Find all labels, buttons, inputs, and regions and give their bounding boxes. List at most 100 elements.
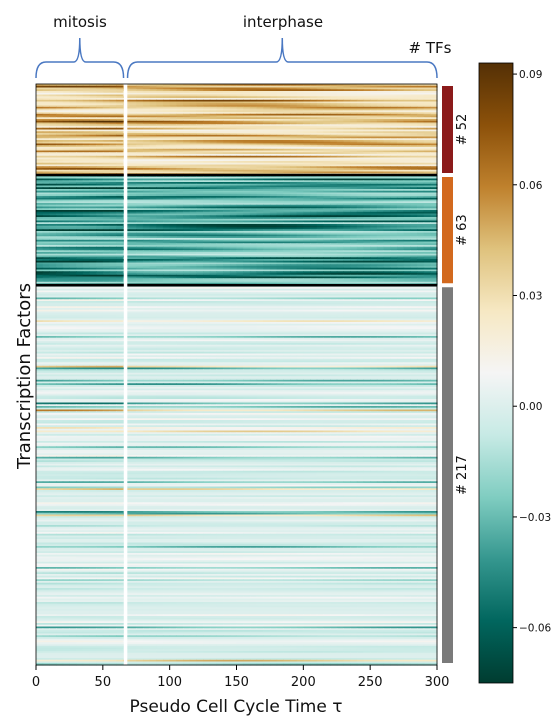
heatmap-cell [216, 99, 224, 103]
heatmap-cell [69, 96, 77, 99]
heatmap-cell [336, 113, 345, 117]
heatmap-cell [196, 87, 204, 90]
heatmap-cell [82, 108, 91, 111]
heatmap-cell [183, 120, 191, 124]
heatmap-cell [62, 112, 71, 115]
heatmap-cell [269, 113, 278, 117]
heatmap-cell [336, 115, 345, 118]
heatmap-cell [276, 103, 284, 106]
heatmap-cell [162, 106, 171, 110]
heatmap-cell [310, 98, 318, 101]
heatmap-cell [330, 115, 338, 118]
heatmap-cell [383, 94, 391, 97]
heatmap-cell [356, 87, 365, 90]
heatmap-cell [283, 99, 291, 103]
heatmap-cell [403, 105, 411, 108]
heatmap-cell [82, 119, 91, 122]
heatmap-cell [356, 105, 365, 108]
heatmap-cell [423, 99, 431, 103]
heatmap-cell [229, 110, 238, 113]
heatmap-cell [176, 98, 184, 101]
heatmap-cell [89, 87, 97, 90]
heatmap-cell [109, 94, 117, 97]
heatmap-cell [376, 113, 385, 117]
heatmap-cell [62, 99, 71, 103]
heatmap-cell [223, 122, 231, 125]
heatmap-cell [390, 117, 398, 120]
heatmap-cell [176, 105, 184, 108]
heatmap-cell [82, 94, 91, 97]
heatmap-cell [49, 92, 57, 96]
heatmap-cell [376, 108, 385, 111]
heatmap-cell [156, 120, 164, 124]
heatmap-cell [350, 98, 358, 101]
heatmap-cell [216, 126, 224, 129]
heatmap-cell [82, 120, 91, 124]
heatmap-cell [76, 87, 84, 90]
heatmap-cell [296, 126, 304, 129]
heatmap-cell [269, 84, 278, 87]
heatmap-cell [256, 106, 264, 110]
heatmap-cell [183, 87, 191, 90]
heatmap-cell [229, 85, 238, 89]
heatmap-cell [136, 113, 144, 117]
heatmap-cell [350, 105, 358, 108]
heatmap-cell [356, 122, 365, 125]
heatmap-cell [149, 103, 157, 106]
heatmap-cell [356, 103, 365, 106]
heatmap-cell [149, 101, 157, 104]
heatmap-cell [196, 124, 204, 127]
heatmap-cell [390, 99, 398, 103]
heatmap-cell [203, 99, 211, 103]
heatmap-cell [76, 94, 84, 97]
heatmap-cell [296, 92, 304, 96]
heatmap-cell [383, 117, 391, 120]
heatmap-cell [183, 108, 191, 111]
heatmap-cell [350, 106, 358, 110]
heatmap-cell [129, 105, 137, 108]
heatmap-cell [169, 85, 177, 89]
heatmap-cell [76, 127, 84, 131]
heatmap-cell [243, 127, 251, 131]
heatmap-cell [216, 105, 224, 108]
heatmap-cell [430, 117, 438, 120]
heatmap-cell [82, 98, 91, 101]
heatmap-cell [89, 98, 97, 101]
heatmap-cell [410, 120, 418, 124]
heatmap-cell [396, 122, 405, 125]
heatmap-cell [102, 99, 111, 103]
heatmap-cell [363, 89, 371, 92]
heatmap-cell [356, 108, 365, 111]
heatmap-cell [276, 87, 284, 90]
heatmap-cell [156, 122, 164, 125]
heatmap-cell [42, 108, 50, 111]
heatmap-cell [296, 119, 304, 122]
heatmap-cell [169, 103, 177, 106]
heatmap-cell [296, 108, 304, 111]
heatmap-cell [390, 96, 398, 99]
heatmap-cell [303, 119, 311, 122]
heatmap-cell [209, 112, 218, 115]
heatmap-cell [149, 105, 157, 108]
heatmap-cell [243, 117, 251, 120]
heatmap-cell [390, 92, 398, 96]
heatmap-cell [96, 101, 104, 104]
heatmap-cell [196, 126, 204, 129]
heatmap-cell [183, 91, 191, 94]
heatmap-cell [49, 99, 57, 103]
heatmap-cell [283, 117, 291, 120]
heatmap-cell [176, 84, 184, 87]
heatmap-cell [249, 103, 258, 106]
heatmap-cell [76, 96, 84, 99]
heatmap-cell [423, 89, 431, 92]
heatmap-cell [136, 120, 144, 124]
heatmap-cell [156, 91, 164, 94]
heatmap-cell [296, 96, 304, 99]
heatmap-cell [296, 91, 304, 94]
heatmap-cell [49, 89, 57, 92]
heatmap-cell [363, 126, 371, 129]
heatmap-cell [89, 99, 97, 103]
heatmap-cell [296, 124, 304, 127]
heatmap-cell [376, 119, 385, 122]
heatmap-cell [330, 101, 338, 104]
